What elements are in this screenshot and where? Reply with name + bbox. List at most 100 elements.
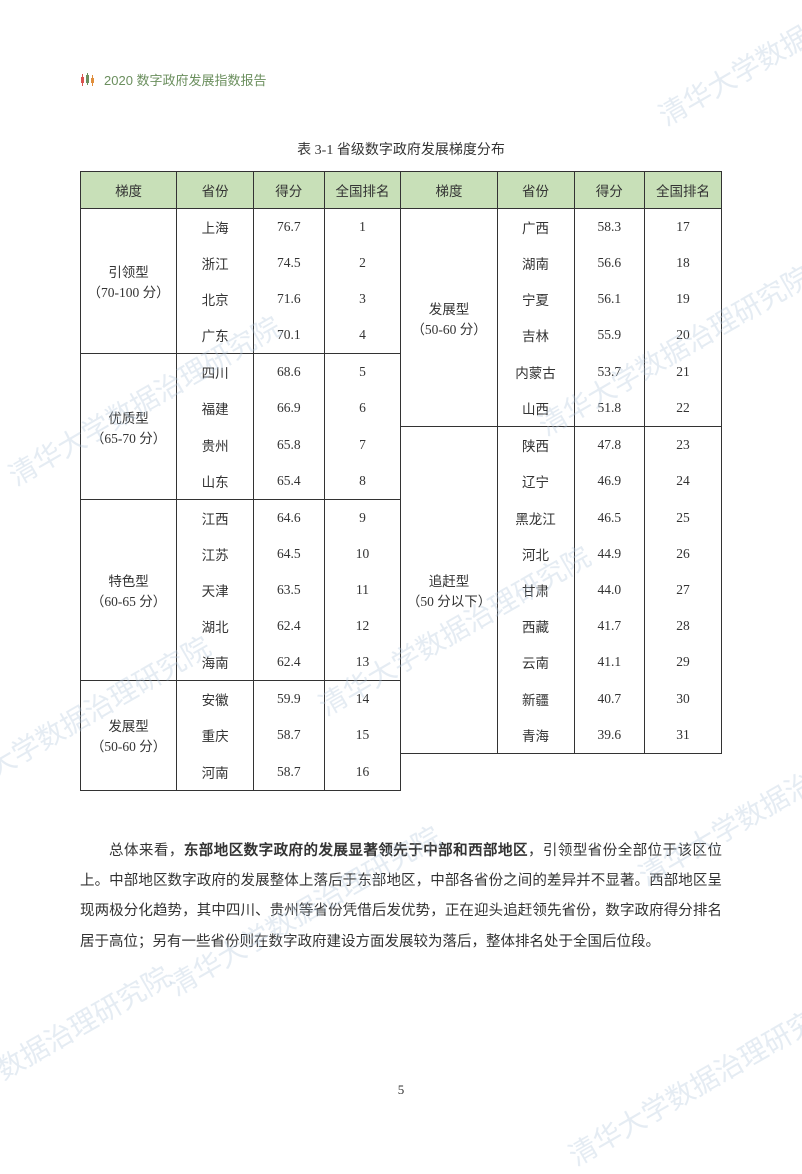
table-row: 河南58.716 xyxy=(81,754,722,791)
cell-score: 59.9 xyxy=(254,681,325,718)
cell-rank: 31 xyxy=(645,717,722,754)
cell-score: 62.4 xyxy=(254,608,325,644)
cell-score: 44.0 xyxy=(574,572,645,608)
cell-prov: 河北 xyxy=(497,536,574,572)
para-lead: 总体来看， xyxy=(109,843,184,859)
table-row: 引领型（70-100 分）上海76.71发展型（50-60 分）广西58.317 xyxy=(81,209,722,246)
cell-prov: 湖北 xyxy=(177,608,254,644)
tier-cell: 引领型（70-100 分） xyxy=(81,209,177,354)
th-tier-r: 梯度 xyxy=(401,172,497,209)
tier-cell: 发展型（50-60 分） xyxy=(81,681,177,791)
cell-prov: 安徽 xyxy=(177,681,254,718)
cell-prov: 新疆 xyxy=(497,681,574,718)
cell-rank: 10 xyxy=(324,536,401,572)
cell-prov: 北京 xyxy=(177,281,254,317)
cell-score: 47.8 xyxy=(574,427,645,464)
cell-rank: 9 xyxy=(324,500,401,537)
cell-score: 51.8 xyxy=(574,390,645,427)
cell-prov: 上海 xyxy=(177,209,254,246)
th-score-r: 得分 xyxy=(574,172,645,209)
cell-prov: 天津 xyxy=(177,572,254,608)
cell-score: 62.4 xyxy=(254,644,325,681)
tier-cell: 发展型（50-60 分） xyxy=(401,209,497,427)
cell-prov: 陕西 xyxy=(497,427,574,464)
cell-score: 65.8 xyxy=(254,427,325,464)
cell-score: 41.1 xyxy=(574,644,645,681)
cell-score: 63.5 xyxy=(254,572,325,608)
cell-score: 64.5 xyxy=(254,536,325,572)
cell-prov: 吉林 xyxy=(497,317,574,354)
cell-prov: 黑龙江 xyxy=(497,500,574,537)
tier-cell: 特色型（60-65 分） xyxy=(81,500,177,681)
cell-score: 58.7 xyxy=(254,754,325,791)
cell-rank: 6 xyxy=(324,390,401,427)
cell-rank: 17 xyxy=(645,209,722,246)
tier-table: 梯度 省份 得分 全国排名 梯度 省份 得分 全国排名 引领型（70-100 分… xyxy=(80,171,722,791)
table-title: 表 3-1 省级数字政府发展梯度分布 xyxy=(80,139,722,159)
cell-score: 46.5 xyxy=(574,500,645,537)
cell-rank: 21 xyxy=(645,354,722,391)
table-body: 引领型（70-100 分）上海76.71发展型（50-60 分）广西58.317… xyxy=(81,209,722,791)
cell-rank: 26 xyxy=(645,536,722,572)
cell-rank: 8 xyxy=(324,463,401,500)
cell-score: 76.7 xyxy=(254,209,325,246)
cell-rank: 25 xyxy=(645,500,722,537)
cell-rank: 20 xyxy=(645,317,722,354)
cell-rank: 14 xyxy=(324,681,401,718)
cell-score: 44.9 xyxy=(574,536,645,572)
cell-rank: 15 xyxy=(324,717,401,754)
cell-score: 40.7 xyxy=(574,681,645,718)
candlestick-icon xyxy=(80,72,96,88)
cell-score: 58.7 xyxy=(254,717,325,754)
cell-score: 58.3 xyxy=(574,209,645,246)
cell-rank: 2 xyxy=(324,245,401,281)
cell-rank: 22 xyxy=(645,390,722,427)
cell-prov: 西藏 xyxy=(497,608,574,644)
cell-prov: 贵州 xyxy=(177,427,254,464)
cell-score: 39.6 xyxy=(574,717,645,754)
cell-score: 46.9 xyxy=(574,463,645,500)
cell-prov: 江西 xyxy=(177,500,254,537)
cell-prov: 广西 xyxy=(497,209,574,246)
table-row: 贵州65.87追赶型（50 分以下）陕西47.823 xyxy=(81,427,722,464)
cell-rank: 24 xyxy=(645,463,722,500)
cell-prov: 重庆 xyxy=(177,717,254,754)
cell-prov: 山东 xyxy=(177,463,254,500)
cell-rank: 27 xyxy=(645,572,722,608)
cell-prov: 甘肃 xyxy=(497,572,574,608)
tier-cell: 追赶型（50 分以下） xyxy=(401,427,497,754)
cell-prov: 湖南 xyxy=(497,245,574,281)
cell-rank: 28 xyxy=(645,608,722,644)
th-tier-l: 梯度 xyxy=(81,172,177,209)
cell-score: 56.1 xyxy=(574,281,645,317)
cell-prov: 宁夏 xyxy=(497,281,574,317)
th-prov-l: 省份 xyxy=(177,172,254,209)
th-prov-r: 省份 xyxy=(497,172,574,209)
cell-prov: 云南 xyxy=(497,644,574,681)
th-score-l: 得分 xyxy=(254,172,325,209)
cell-score: 74.5 xyxy=(254,245,325,281)
cell-score: 66.9 xyxy=(254,390,325,427)
cell-rank: 7 xyxy=(324,427,401,464)
cell-prov: 河南 xyxy=(177,754,254,791)
cell-prov: 山西 xyxy=(497,390,574,427)
header-title: 2020 数字政府发展指数报告 xyxy=(104,70,267,89)
cell-rank: 30 xyxy=(645,681,722,718)
page-number: 5 xyxy=(0,1082,802,1098)
cell-rank: 3 xyxy=(324,281,401,317)
cell-score: 70.1 xyxy=(254,317,325,354)
cell-score: 53.7 xyxy=(574,354,645,391)
cell-rank: 11 xyxy=(324,572,401,608)
cell-rank: 1 xyxy=(324,209,401,246)
cell-rank: 12 xyxy=(324,608,401,644)
cell-rank: 13 xyxy=(324,644,401,681)
cell-prov: 辽宁 xyxy=(497,463,574,500)
body-paragraph: 总体来看，东部地区数字政府的发展显著领先于中部和西部地区，引领型省份全部位于该区… xyxy=(80,836,722,958)
page-header: 2020 数字政府发展指数报告 xyxy=(80,70,722,89)
cell-prov: 四川 xyxy=(177,354,254,391)
th-rank-l: 全国排名 xyxy=(324,172,401,209)
cell-rank: 23 xyxy=(645,427,722,464)
cell-rank: 16 xyxy=(324,754,401,791)
tier-cell: 优质型（65-70 分） xyxy=(81,354,177,500)
cell-score: 65.4 xyxy=(254,463,325,500)
